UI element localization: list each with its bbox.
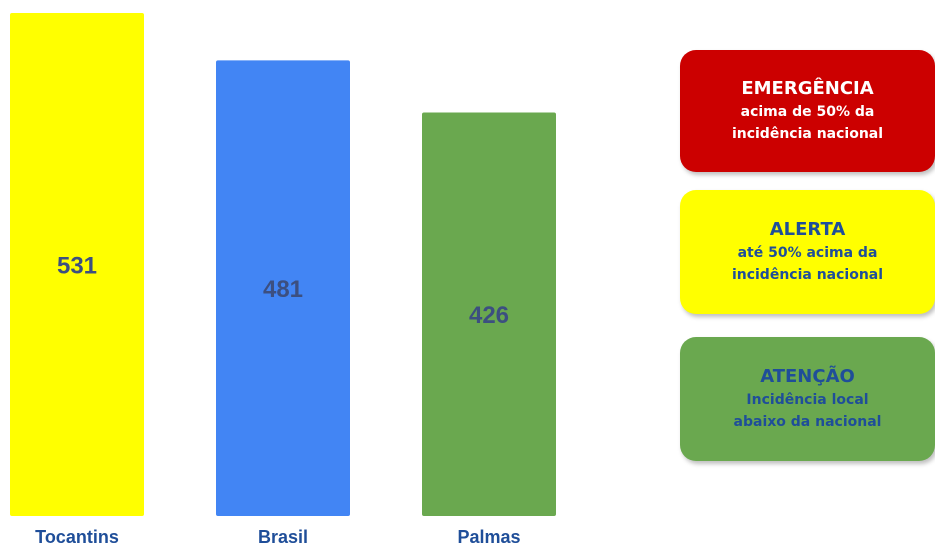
legend-atencao: ATENÇÃO Incidência local abaixo da nacio… <box>680 337 935 461</box>
legend-alerta: ALERTA até 50% acima da incidência nacio… <box>680 190 935 314</box>
value-label-palmas: 426 <box>469 302 509 329</box>
legend-atencao-title: ATENÇÃO <box>760 366 855 387</box>
value-label-brasil: 481 <box>263 276 303 303</box>
legend-emergencia-line1: acima de 50% da <box>740 104 875 120</box>
category-label-palmas: Palmas <box>457 527 520 547</box>
legend-alerta-line2: incidência nacional <box>731 267 884 283</box>
category-label-brasil: Brasil <box>258 527 308 547</box>
legend-atencao-line2: abaixo da nacional <box>733 414 882 430</box>
category-label-tocantins: Tocantins <box>35 527 119 547</box>
bar-tocantins <box>10 13 144 516</box>
value-label-tocantins: 531 <box>57 253 97 280</box>
legend-alerta-line1: até 50% acima da <box>737 245 878 261</box>
legend-emergencia: EMERGÊNCIA acima de 50% da incidência na… <box>680 50 935 172</box>
legend-emergencia-line2: incidência nacional <box>731 126 884 142</box>
legend-emergencia-title: EMERGÊNCIA <box>741 78 874 99</box>
bar-palmas <box>422 112 556 516</box>
legend-atencao-line1: Incidência local <box>746 392 869 408</box>
bar-brasil <box>216 60 350 516</box>
bar-chart: 531 Tocantins 481 Brasil 426 Palmas <box>10 13 556 547</box>
legend-alerta-title: ALERTA <box>769 219 846 240</box>
